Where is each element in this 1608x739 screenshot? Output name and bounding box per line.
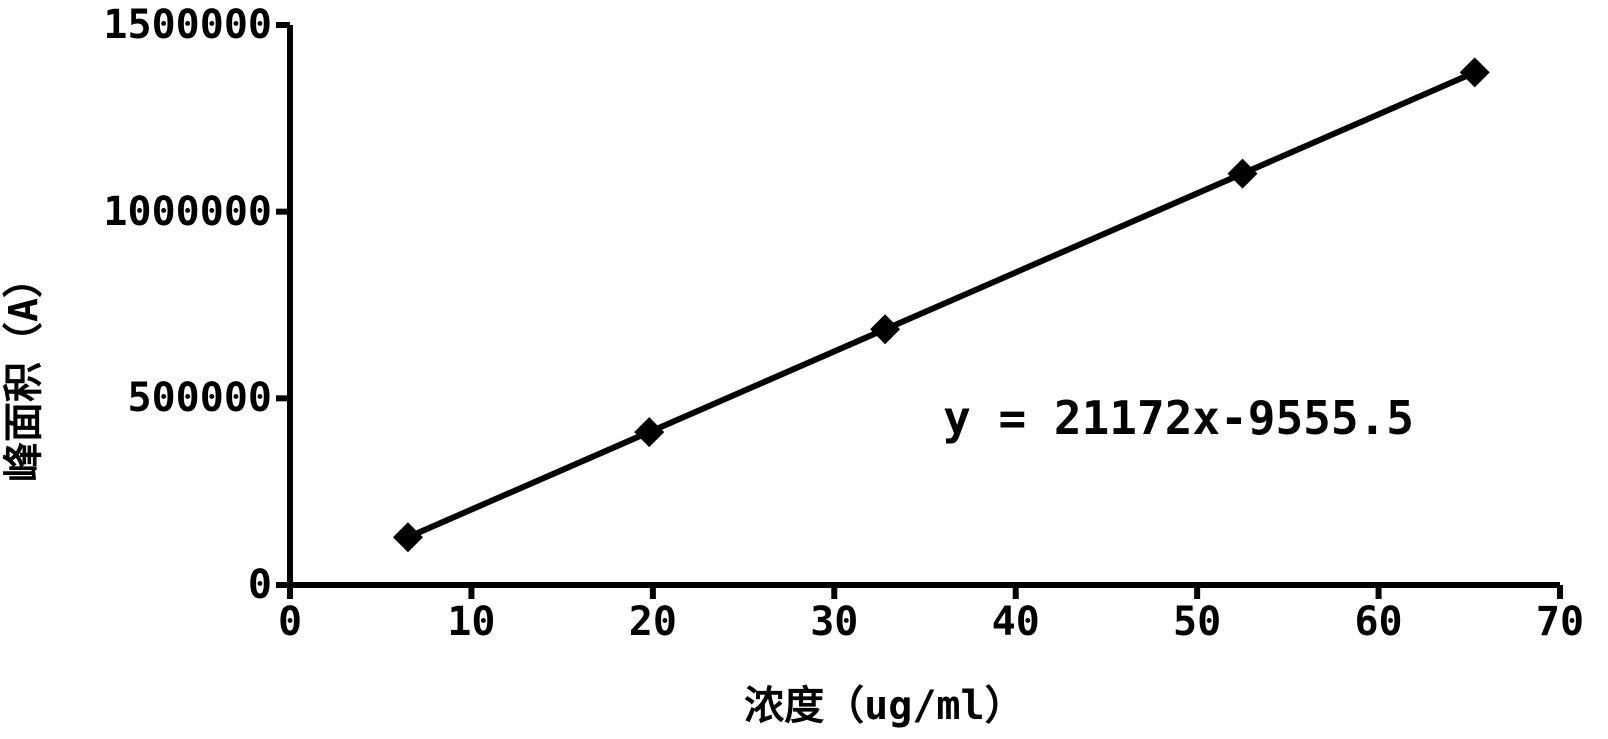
data-point-marker: [634, 417, 664, 447]
y-tick-label: 500000: [128, 375, 291, 421]
y-tick-label: 0: [248, 562, 290, 608]
x-tick-label: 40: [992, 585, 1040, 645]
x-tick-label: 20: [629, 585, 677, 645]
y-tick-label: 1000000: [103, 189, 290, 235]
data-point-marker: [870, 314, 900, 344]
x-tick-label: 50: [1173, 585, 1221, 645]
y-tick-label: 1500000: [103, 2, 290, 48]
regression-equation: y = 21172x-9555.5: [943, 391, 1414, 445]
x-tick-label: 30: [810, 585, 858, 645]
x-tick-label: 60: [1354, 585, 1402, 645]
data-point-marker: [1460, 57, 1490, 87]
x-tick-label: 70: [1536, 585, 1584, 645]
plot-svg: [290, 25, 1560, 585]
plot-area: 010203040506070050000010000001500000: [290, 25, 1560, 585]
chart-container: 峰面积（A） 浓度（ug/ml） 01020304050607005000001…: [0, 0, 1608, 739]
y-axis-label: 峰面积（A）: [0, 257, 49, 481]
data-point-marker: [1228, 159, 1258, 189]
x-tick-label: 10: [447, 585, 495, 645]
x-axis-label: 浓度（ug/ml）: [744, 673, 1024, 731]
data-point-marker: [393, 522, 423, 552]
